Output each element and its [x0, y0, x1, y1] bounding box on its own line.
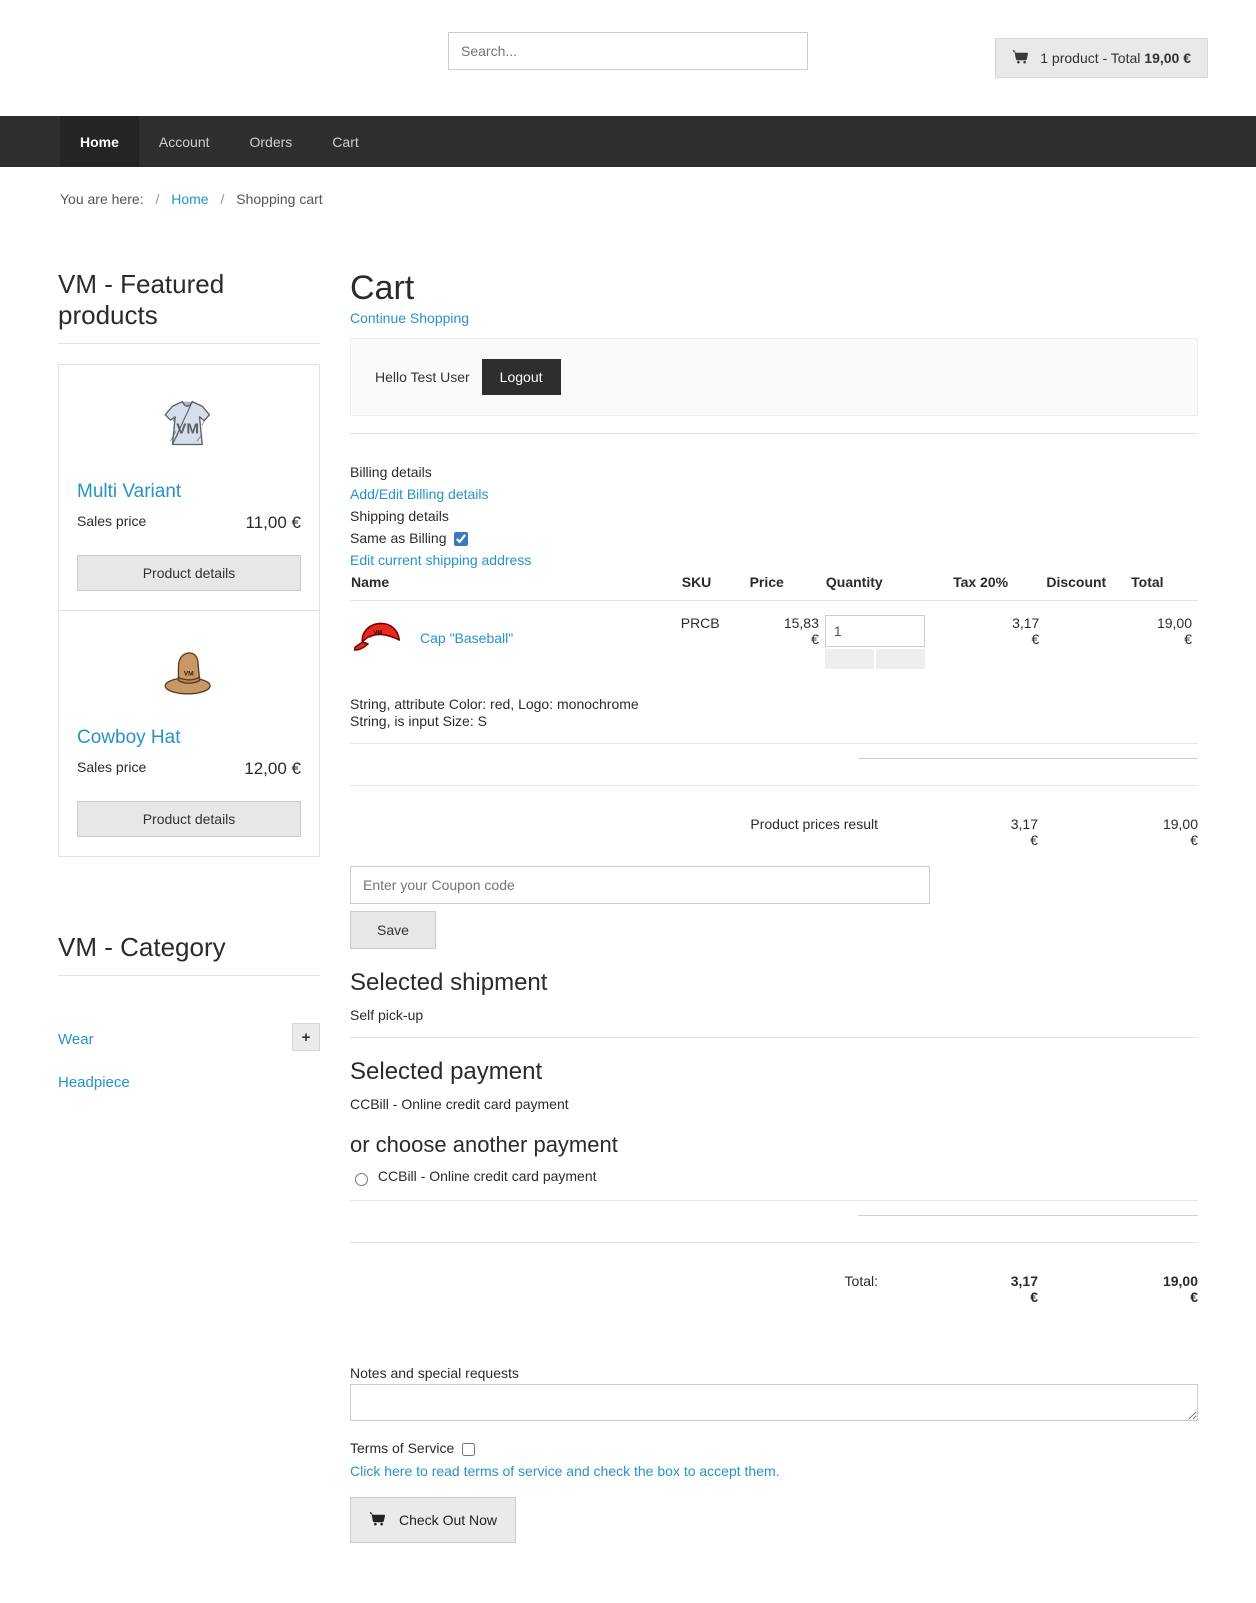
svg-text:VM: VM [176, 420, 199, 437]
svg-text:VM: VM [184, 670, 194, 677]
svg-text:VM: VM [373, 630, 382, 637]
